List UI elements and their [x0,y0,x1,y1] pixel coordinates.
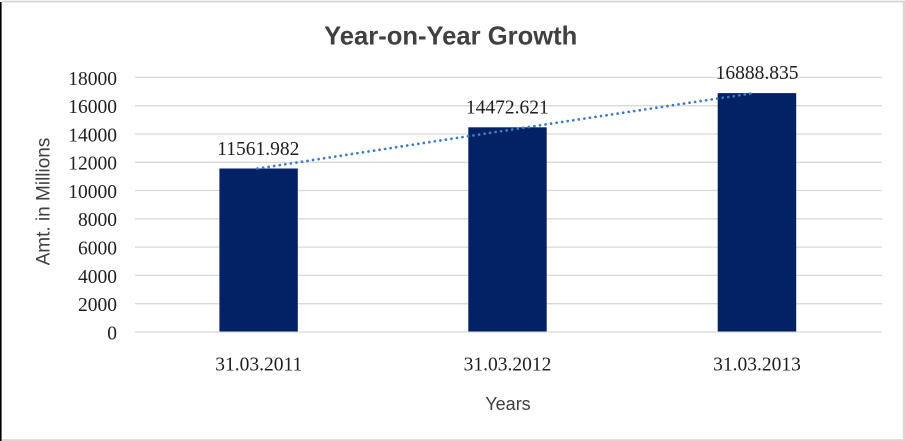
svg-text:8000: 8000 [78,210,117,231]
svg-text:12000: 12000 [68,154,117,175]
svg-text:31.03.2011: 31.03.2011 [215,355,302,376]
svg-text:16000: 16000 [68,97,117,118]
svg-text:Amt. in Millions: Amt. in Millions [34,138,55,266]
svg-text:31.03.2013: 31.03.2013 [713,355,801,376]
svg-text:14472.621: 14472.621 [466,98,549,119]
svg-text:31.03.2012: 31.03.2012 [464,355,552,376]
svg-text:16888.835: 16888.835 [716,63,799,84]
svg-text:18000: 18000 [68,69,117,90]
svg-text:4000: 4000 [78,267,117,288]
svg-text:Years: Years [485,394,530,414]
svg-text:Year-on-Year Growth: Year-on-Year Growth [324,23,577,51]
svg-text:14000: 14000 [68,125,117,146]
svg-text:6000: 6000 [78,239,117,260]
svg-text:11561.982: 11561.982 [217,139,299,160]
svg-text:10000: 10000 [68,182,117,203]
svg-text:2000: 2000 [78,295,117,316]
svg-text:0: 0 [107,323,117,344]
